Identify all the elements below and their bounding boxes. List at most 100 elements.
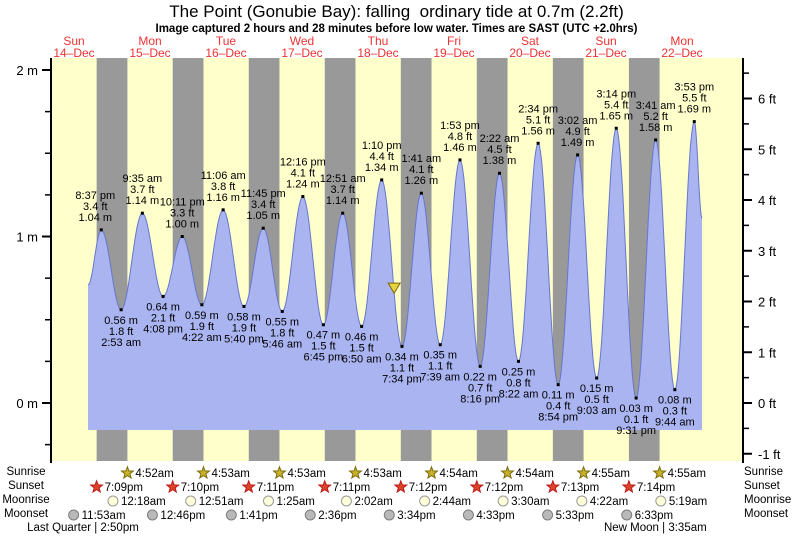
moon-phase-note: New Moon | 3:35am (604, 522, 707, 534)
tide-extreme-dot (221, 208, 225, 212)
moonset-time: 12:46pm (160, 510, 205, 522)
high-tide-annotation: 4.1 ft (291, 168, 315, 180)
high-tide-annotation: 11:06 am (201, 170, 246, 182)
day-date-label: 19–Dec (433, 46, 474, 60)
moonset-time: 11:53am (82, 510, 126, 522)
high-tide-annotation: 2:34 pm (518, 103, 558, 115)
high-tide-annotation: 1.26 m (405, 175, 439, 187)
sunset-icon (89, 479, 104, 494)
sunset-row-label-left: Sunset (8, 480, 44, 492)
moonset-row-label-left: Moonset (3, 508, 49, 520)
day-date-label: 20–Dec (509, 46, 550, 60)
tide-extreme-dot (341, 211, 345, 215)
sunset-icon (621, 479, 637, 494)
tide-extreme-dot (419, 191, 423, 195)
moonset-time: 4:33pm (476, 510, 514, 522)
sunset-icon (469, 479, 485, 494)
low-tide-annotation: 0.25 m (502, 366, 536, 378)
day-label: Sun (63, 34, 84, 48)
sunset-time: 7:10pm (181, 482, 219, 494)
tide-extreme-dot (99, 228, 103, 232)
moonset-icon (621, 509, 633, 521)
moonrise-time: 4:22am (590, 496, 628, 508)
chart-title: The Point (Gonubie Bay): falling ordinar… (169, 2, 624, 21)
low-tide-annotation: 1.9 ft (190, 321, 214, 333)
moonrise-time: 3:30am (511, 496, 549, 508)
high-tide-annotation: 3.7 ft (330, 184, 354, 196)
sunrise-icon (500, 465, 515, 480)
moonset-time: 6:33pm (635, 510, 673, 522)
high-tide-annotation: 3:41 am (636, 100, 676, 112)
tide-extreme-dot (400, 344, 404, 348)
chart-subtitle: Image captured 2 hours and 28 minutes be… (155, 23, 638, 35)
low-tide-annotation: 4:08 pm (143, 323, 183, 335)
high-tide-annotation: 4.5 ft (487, 144, 511, 156)
high-tide-annotation: 1:10 pm (362, 140, 402, 152)
moonrise-row-label-right: Moonrise (744, 494, 792, 506)
moon-phase-note: Last Quarter | 2:50pm (27, 522, 139, 534)
tide-extreme-dot (673, 388, 677, 392)
tide-extreme-dot (478, 364, 482, 368)
tide-extreme-dot (321, 323, 325, 327)
moonrise-icon (107, 495, 119, 507)
high-tide-annotation: 3:02 am (558, 115, 598, 127)
day-label: Sun (595, 34, 616, 48)
low-tide-annotation: 6:50 am (342, 353, 382, 365)
high-tide-annotation: 9:35 am (122, 173, 162, 185)
low-tide-annotation: 0.55 m (265, 316, 299, 328)
high-tide-annotation: 1.56 m (521, 125, 555, 137)
high-tide-annotation: 1.46 m (443, 142, 477, 154)
tide-extreme-dot (200, 303, 204, 307)
high-tide-annotation: 1.04 m (78, 212, 112, 224)
sunset-icon (393, 479, 409, 494)
high-tide-annotation: 12:16 pm (280, 157, 326, 169)
right-axis-label: 0 ft (758, 396, 776, 411)
sunrise-time: 4:55am (668, 468, 706, 480)
moonset-icon (304, 509, 316, 521)
right-axis-label: 5 ft (758, 142, 776, 157)
low-tide-annotation: 0.08 m (658, 395, 692, 407)
low-tide-annotation: 5:40 pm (224, 333, 264, 345)
sunrise-time: 4:53am (211, 468, 249, 480)
moonset-icon (225, 509, 237, 521)
moonset-icon (542, 509, 554, 521)
high-tide-annotation: 12:51 am (320, 173, 366, 185)
low-tide-annotation: 0.59 m (185, 310, 219, 322)
tide-extreme-dot (438, 343, 442, 347)
moonrise-icon (185, 495, 197, 507)
tide-extreme-dot (380, 178, 384, 182)
high-tide-annotation: 3.7 ft (130, 184, 154, 196)
sunset-time: 7:13pm (561, 482, 599, 494)
left-axis-label: 1 m (16, 230, 38, 245)
moonset-time: 5:33pm (556, 510, 594, 522)
sunset-row-label-right: Sunset (744, 480, 780, 492)
day-date-label: 16–Dec (205, 46, 246, 60)
high-tide-annotation: 1:53 pm (440, 120, 480, 132)
high-tide-annotation: 1.24 m (286, 179, 320, 191)
tide-extreme-dot (360, 324, 364, 328)
tide-extreme-dot (140, 211, 144, 215)
right-axis-label: 3 ft (758, 244, 776, 259)
high-tide-annotation: 3.4 ft (83, 201, 107, 213)
right-axis-label: 2 ft (758, 295, 776, 310)
low-tide-annotation: 0.46 m (345, 331, 379, 343)
tide-extreme-dot (261, 226, 265, 230)
low-tide-annotation: 0.15 m (580, 383, 614, 395)
low-tide-annotation: 0.8 ft (506, 377, 530, 389)
sunset-icon (165, 479, 180, 494)
low-tide-annotation: 1.5 ft (349, 342, 373, 354)
left-axis-label: 0 m (16, 396, 38, 411)
day-label: Wed (290, 34, 314, 48)
high-tide-annotation: 5.5 ft (682, 93, 706, 105)
tide-extreme-dot (301, 195, 305, 199)
moonrise-time: 1:25am (276, 496, 314, 508)
tide-extreme-dot (242, 304, 246, 308)
low-tide-annotation: 1.8 ft (109, 326, 133, 338)
high-tide-annotation: 5.2 ft (643, 111, 667, 123)
high-tide-annotation: 3.8 ft (211, 181, 235, 193)
day-date-label: 15–Dec (129, 46, 170, 60)
sunset-time: 7:12pm (409, 482, 447, 494)
high-tide-annotation: 3.3 ft (170, 208, 194, 220)
high-tide-annotation: 1.16 m (206, 192, 240, 204)
